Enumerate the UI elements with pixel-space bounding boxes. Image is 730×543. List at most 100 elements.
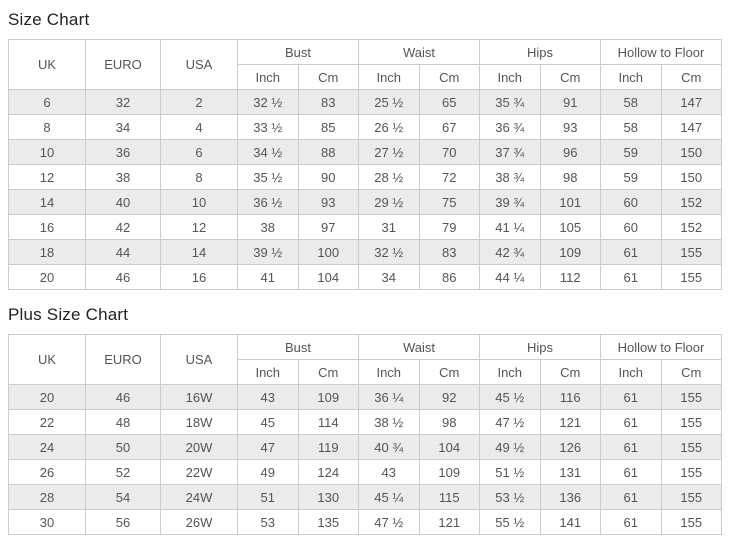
size-chart-title: Size Chart bbox=[8, 10, 90, 29]
table-cell: 24 bbox=[8, 434, 86, 460]
table-cell: 24W bbox=[160, 484, 238, 510]
unit-header-cm: Cm bbox=[660, 64, 722, 90]
table-cell: 20 bbox=[8, 264, 86, 290]
table-cell: 26 bbox=[8, 459, 86, 485]
table-cell: 38 bbox=[237, 214, 299, 240]
table-cell: 150 bbox=[660, 164, 722, 190]
table-cell: 31 bbox=[358, 214, 420, 240]
table-cell: 26W bbox=[160, 509, 238, 535]
table-cell: 42 ¾ bbox=[479, 239, 541, 265]
table-row: 20 46 16W 43 109 36 ¼ 92 45 ½ 116 61 155 bbox=[8, 384, 722, 410]
table-cell: 45 ½ bbox=[479, 384, 541, 410]
table-cell: 56 bbox=[85, 509, 161, 535]
table-cell: 147 bbox=[660, 89, 722, 115]
table-cell: 48 bbox=[85, 409, 161, 435]
table-cell: 59 bbox=[600, 139, 662, 165]
table-cell: 34 bbox=[358, 264, 420, 290]
table-cell: 155 bbox=[660, 434, 722, 460]
table-cell: 150 bbox=[660, 139, 722, 165]
group-header-hips: Hips bbox=[479, 334, 601, 360]
table-cell: 32 ½ bbox=[358, 239, 420, 265]
unit-header-inch: Inch bbox=[358, 359, 420, 385]
table-cell: 86 bbox=[418, 264, 480, 290]
table-cell: 61 bbox=[600, 384, 662, 410]
table-cell: 61 bbox=[600, 434, 662, 460]
table-cell: 47 ½ bbox=[358, 509, 420, 535]
unit-header-cm: Cm bbox=[297, 64, 359, 90]
table-cell: 109 bbox=[539, 239, 601, 265]
table-cell: 16 bbox=[8, 214, 86, 240]
table-cell: 135 bbox=[297, 509, 359, 535]
table-cell: 51 bbox=[237, 484, 299, 510]
table-cell: 126 bbox=[539, 434, 601, 460]
table-cell: 47 ½ bbox=[479, 409, 541, 435]
table-cell: 61 bbox=[600, 509, 662, 535]
table-row: 24 50 20W 47 119 40 ¾ 104 49 ½ 126 61 155 bbox=[8, 434, 722, 460]
table-cell: 34 ½ bbox=[237, 139, 299, 165]
table-body: 20 46 16W 43 109 36 ¼ 92 45 ½ 116 61 155 22 48 18W 45 1… bbox=[8, 384, 722, 535]
table-cell: 109 bbox=[297, 384, 359, 410]
table-row: 18 44 14 39 ½ 100 32 ½ 83 42 ¾ 109 61 155 bbox=[8, 239, 722, 265]
table-cell: 29 ½ bbox=[358, 189, 420, 215]
table-cell: 147 bbox=[660, 114, 722, 140]
size-chart-table: UK EURO USA Bust Waist Hips Hollow to Floor Inc… bbox=[8, 39, 722, 290]
table-cell: 90 bbox=[297, 164, 359, 190]
table-cell: 112 bbox=[539, 264, 601, 290]
table-row: 14 40 10 36 ½ 93 29 ½ 75 39 ¾ 101 60 152 bbox=[8, 189, 722, 215]
table-cell: 10 bbox=[160, 189, 238, 215]
table-cell: 98 bbox=[418, 409, 480, 435]
table-cell: 124 bbox=[297, 459, 359, 485]
table-cell: 85 bbox=[297, 114, 359, 140]
table-cell: 97 bbox=[297, 214, 359, 240]
header-row-units: Inch Cm Inch Cm Inch Cm Inch Cm bbox=[9, 64, 722, 90]
table-cell: 72 bbox=[418, 164, 480, 190]
column-header-usa: USA bbox=[160, 334, 238, 385]
table-cell: 67 bbox=[418, 114, 480, 140]
header-row-groups: UK EURO USA Bust Waist Hips Hollow to Floor bbox=[8, 39, 722, 90]
table-row: 20 46 16 41 104 34 86 44 ¼ 112 61 155 bbox=[8, 264, 722, 290]
table-cell: 55 ½ bbox=[479, 509, 541, 535]
table-cell: 101 bbox=[539, 189, 601, 215]
table-cell: 14 bbox=[8, 189, 86, 215]
table-cell: 155 bbox=[660, 239, 722, 265]
group-header-waist: Waist bbox=[358, 39, 480, 65]
table-cell: 38 ½ bbox=[358, 409, 420, 435]
table-cell: 60 bbox=[600, 214, 662, 240]
table-cell: 16W bbox=[160, 384, 238, 410]
table-cell: 37 ¾ bbox=[479, 139, 541, 165]
plus-size-chart-section: Plus Size Chart UK EURO USA Bust Waist Hips Ho… bbox=[8, 305, 722, 535]
table-cell: 36 ½ bbox=[237, 189, 299, 215]
table-cell: 38 ¾ bbox=[479, 164, 541, 190]
table-cell: 141 bbox=[539, 509, 601, 535]
table-cell: 20 bbox=[8, 384, 86, 410]
header-row-groups: UK EURO USA Bust Waist Hips Hollow to Floor bbox=[8, 334, 722, 385]
table-cell: 121 bbox=[539, 409, 601, 435]
header-row-units: Inch Cm Inch Cm Inch Cm Inch Cm bbox=[9, 359, 722, 385]
unit-header-cm: Cm bbox=[418, 359, 480, 385]
table-row: 8 34 4 33 ½ 85 26 ½ 67 36 ¾ 93 58 147 bbox=[8, 114, 722, 140]
table-body: 6 32 2 32 ½ 83 25 ½ 65 35 ¾ 91 58 147 8 34 4 33 ½ 85 26 … bbox=[8, 89, 722, 290]
table-cell: 93 bbox=[539, 114, 601, 140]
table-cell: 49 ½ bbox=[479, 434, 541, 460]
table-cell: 136 bbox=[539, 484, 601, 510]
table-cell: 70 bbox=[418, 139, 480, 165]
table-cell: 35 ¾ bbox=[479, 89, 541, 115]
table-cell: 61 bbox=[600, 484, 662, 510]
table-row: 28 54 24W 51 130 45 ¼ 115 53 ½ 136 61 155 bbox=[8, 484, 722, 510]
table-cell: 121 bbox=[418, 509, 480, 535]
table-cell: 16 bbox=[160, 264, 238, 290]
table-cell: 53 ½ bbox=[479, 484, 541, 510]
table-cell: 115 bbox=[418, 484, 480, 510]
table-cell: 28 bbox=[8, 484, 86, 510]
table-cell: 155 bbox=[660, 484, 722, 510]
table-cell: 44 ¼ bbox=[479, 264, 541, 290]
table-cell: 40 ¾ bbox=[358, 434, 420, 460]
table-cell: 92 bbox=[418, 384, 480, 410]
table-cell: 43 bbox=[237, 384, 299, 410]
table-cell: 22W bbox=[160, 459, 238, 485]
unit-header-inch: Inch bbox=[237, 359, 299, 385]
table-row: 26 52 22W 49 124 43 109 51 ½ 131 61 155 bbox=[8, 459, 722, 485]
table-row: 12 38 8 35 ½ 90 28 ½ 72 38 ¾ 98 59 150 bbox=[8, 164, 722, 190]
table-row: 16 42 12 38 97 31 79 41 ¼ 105 60 152 bbox=[8, 214, 722, 240]
